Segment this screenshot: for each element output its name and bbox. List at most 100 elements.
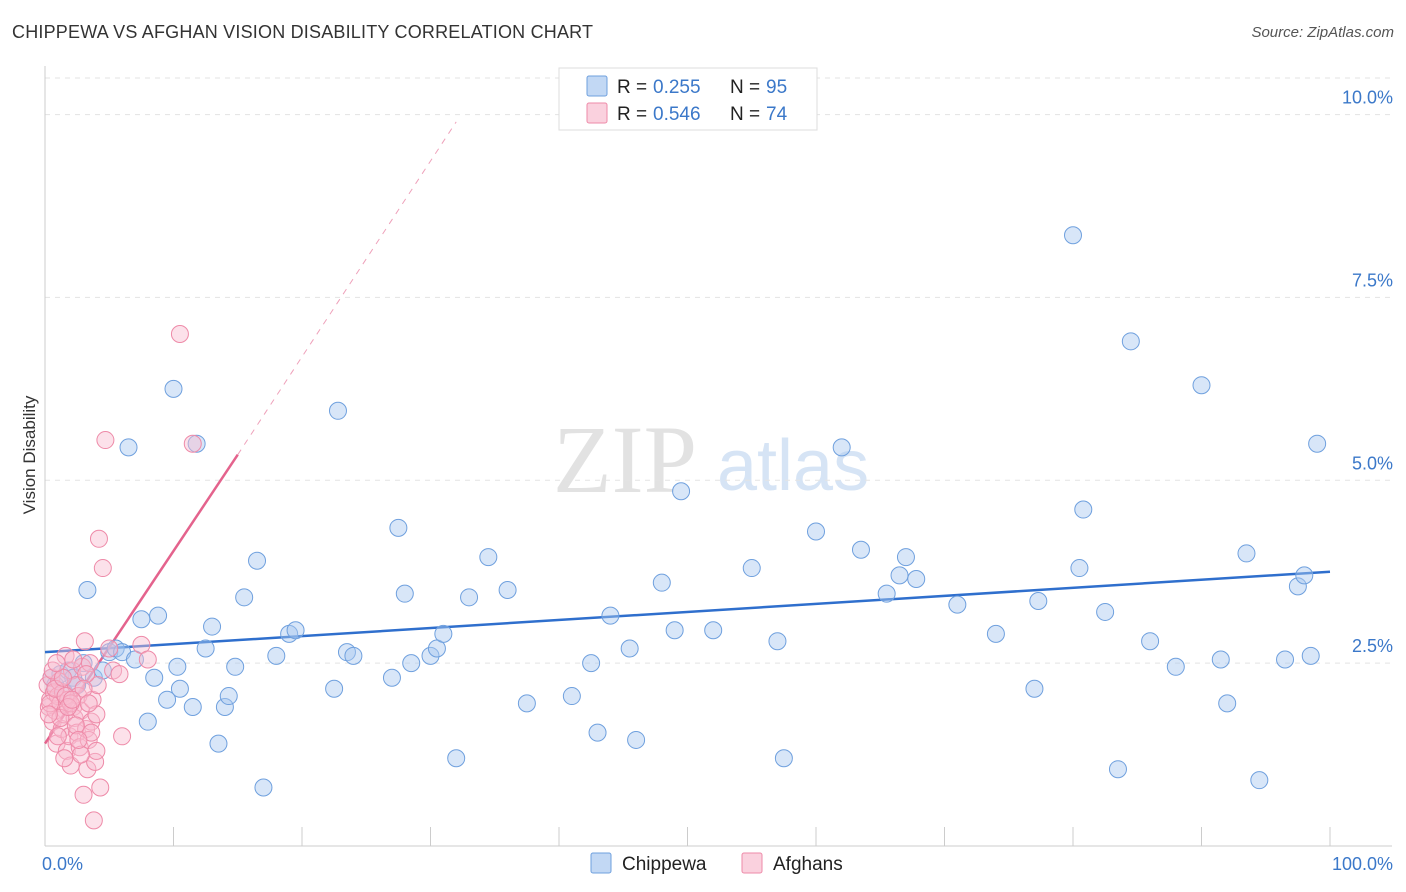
point-chippewa	[1064, 226, 1082, 245]
point-chippewa	[395, 584, 414, 603]
point-afghans	[71, 745, 90, 764]
point-chippewa	[203, 617, 222, 636]
point-afghans	[64, 650, 83, 669]
point-chippewa	[170, 679, 189, 698]
series-legend-swatch-afghans	[741, 852, 763, 874]
point-chippewa	[582, 654, 601, 673]
point-chippewa	[267, 646, 286, 665]
point-chippewa	[986, 624, 1005, 643]
point-afghans	[183, 434, 202, 453]
point-afghans	[39, 705, 58, 724]
point-chippewa	[328, 401, 347, 420]
point-chippewa	[168, 657, 187, 676]
point-afghans	[79, 694, 98, 713]
point-afghans	[89, 529, 108, 548]
point-chippewa	[434, 624, 453, 643]
point-chippewa	[254, 778, 273, 797]
x-tick-label: 0.0%	[42, 854, 83, 874]
point-chippewa	[562, 687, 581, 706]
point-chippewa	[1295, 566, 1314, 585]
point-afghans	[55, 749, 74, 768]
point-chippewa	[209, 734, 228, 753]
point-afghans	[93, 559, 112, 578]
point-afghans	[96, 431, 115, 450]
point-chippewa	[832, 438, 851, 457]
point-afghans	[68, 723, 87, 742]
point-afghans	[77, 665, 96, 684]
trend-line-chippewa	[44, 570, 1331, 654]
point-chippewa	[286, 621, 305, 640]
axes	[44, 66, 1392, 847]
point-chippewa	[196, 639, 215, 658]
point-chippewa	[1250, 771, 1269, 790]
point-chippewa	[1192, 376, 1211, 395]
point-chippewa	[382, 668, 401, 687]
point-chippewa	[215, 698, 234, 717]
point-chippewa	[1166, 657, 1185, 676]
point-chippewa	[1025, 679, 1044, 698]
series-legend-label-chippewa: Chippewa	[622, 854, 707, 875]
legend-n-label-afghans: N =	[730, 104, 760, 125]
point-chippewa	[1096, 602, 1115, 621]
point-chippewa	[890, 566, 909, 585]
point-chippewa	[119, 438, 138, 457]
watermark-atlas: atlas	[717, 426, 869, 506]
point-chippewa	[588, 723, 607, 742]
point-chippewa	[517, 694, 536, 713]
y-tick-label: 7.5%	[1352, 270, 1393, 290]
point-chippewa	[498, 581, 517, 599]
point-chippewa	[742, 559, 761, 578]
point-chippewa	[132, 610, 151, 629]
point-afghans	[170, 325, 189, 343]
point-chippewa	[774, 749, 793, 768]
point-chippewa	[768, 632, 787, 651]
legend-r-label-chippewa: R =	[617, 77, 647, 98]
point-chippewa	[248, 551, 267, 570]
point-chippewa	[389, 518, 408, 537]
point-chippewa	[1288, 577, 1307, 596]
point-afghans	[48, 727, 67, 746]
y-tick-label: 2.5%	[1352, 636, 1393, 656]
point-afghans	[47, 654, 66, 673]
point-chippewa	[183, 698, 202, 717]
point-chippewa	[948, 595, 967, 614]
point-afghans	[69, 730, 88, 749]
point-afghans	[74, 679, 93, 698]
point-afghans	[91, 778, 110, 797]
point-afghans	[110, 665, 129, 684]
legend-n-value-chippewa: 95	[766, 77, 787, 98]
point-chippewa	[219, 687, 238, 706]
point-afghans	[74, 785, 93, 804]
legend-swatch-afghans	[586, 102, 608, 124]
point-chippewa	[1237, 544, 1256, 563]
point-chippewa	[1308, 434, 1327, 453]
series-legend-swatch-chippewa	[590, 852, 612, 874]
point-chippewa	[1276, 650, 1295, 669]
data-points	[38, 226, 1327, 830]
point-chippewa	[479, 548, 498, 567]
tick-labels: 2.5% 5.0% 7.5% 10.0% 0.0% 100.0%	[42, 88, 1393, 874]
point-chippewa	[627, 730, 646, 749]
point-chippewa	[402, 654, 421, 673]
point-chippewa	[1074, 500, 1093, 519]
point-afghans	[66, 716, 85, 735]
series-legend-label-afghans: Afghans	[773, 854, 843, 875]
y-tick-label: 10.0%	[1342, 88, 1393, 108]
point-afghans	[62, 690, 81, 709]
legend-r-value-chippewa: 0.255	[653, 77, 701, 98]
series-legend: Chippewa Afghans	[590, 852, 843, 875]
point-chippewa	[1218, 694, 1237, 713]
chart-title: CHIPPEWA VS AFGHAN VISION DISABILITY COR…	[12, 22, 594, 42]
point-chippewa	[1141, 632, 1160, 651]
point-chippewa	[447, 749, 466, 768]
point-chippewa	[1070, 559, 1089, 578]
legend-r-label-afghans: R =	[617, 104, 647, 125]
point-chippewa	[907, 570, 926, 589]
point-afghans	[84, 811, 103, 830]
trend-extension-afghans	[237, 121, 457, 455]
legend-r-value-afghans: 0.546	[653, 104, 701, 125]
point-chippewa	[672, 482, 691, 501]
point-chippewa	[421, 646, 440, 665]
point-afghans	[100, 639, 119, 658]
